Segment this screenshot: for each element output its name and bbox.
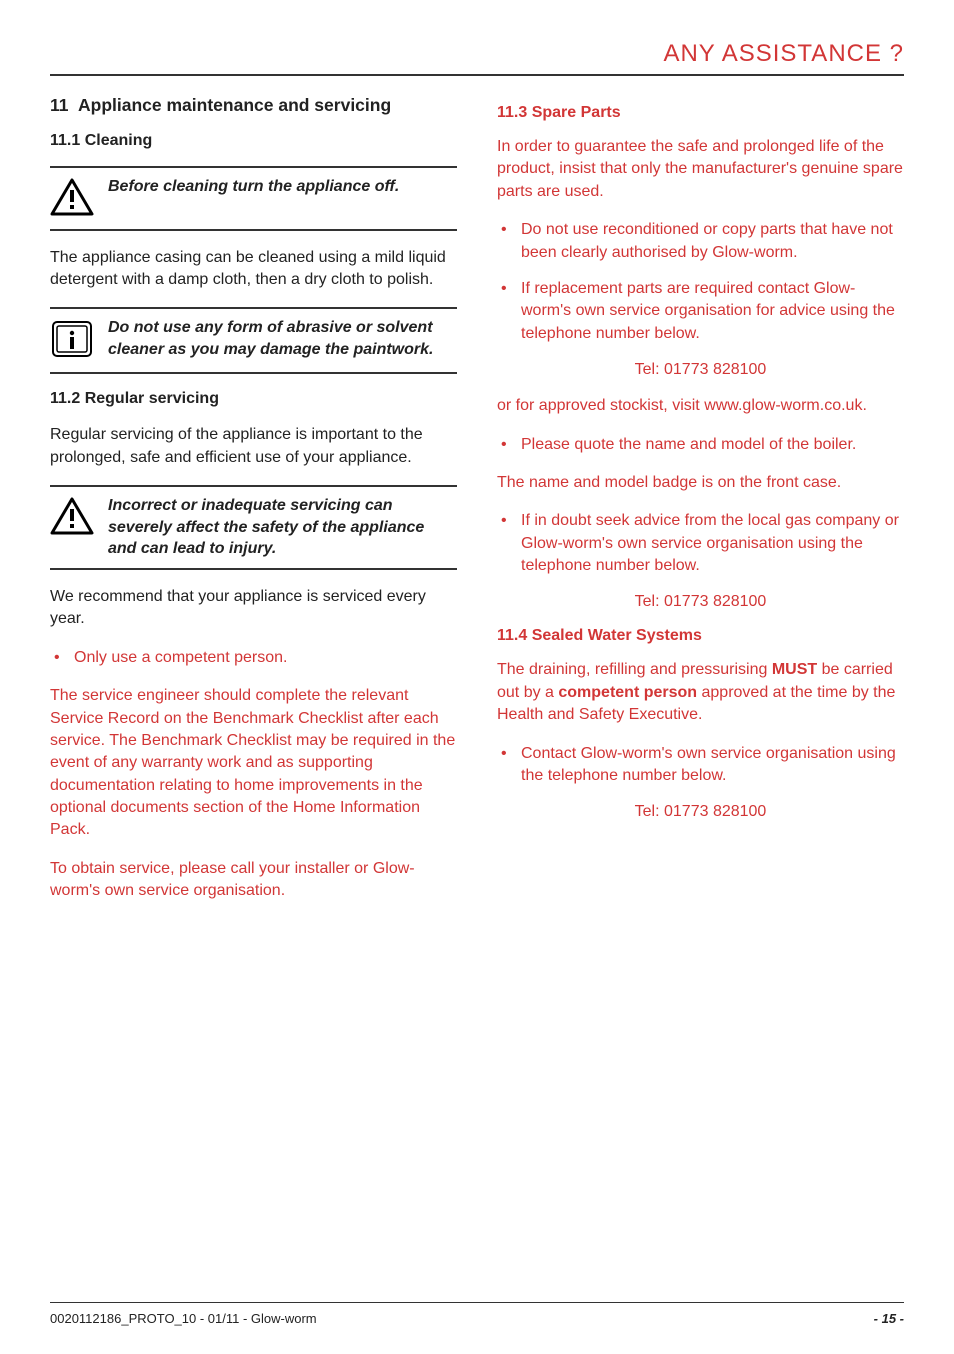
callout-warning-servicing: Incorrect or inadequate servicing can se… xyxy=(50,485,457,570)
bullet-item: If replacement parts are required contac… xyxy=(497,278,904,345)
paragraph-red: To obtain service, please call your inst… xyxy=(50,858,457,903)
paragraph-red: The draining, refilling and pressurising… xyxy=(497,659,904,726)
header-title: ANY ASSISTANCE ? xyxy=(663,40,904,67)
text-bold-competent: competent person xyxy=(558,684,697,701)
paragraph-red: or for approved stockist, visit www.glow… xyxy=(497,395,904,417)
paragraph-red: In order to guarantee the safe and prolo… xyxy=(497,136,904,203)
heading-11-2: 11.2 Regular servicing xyxy=(50,390,457,408)
warning-icon xyxy=(50,176,94,221)
bullet-list: Please quote the name and model of the b… xyxy=(497,434,904,456)
heading-11-1: 11.1 Cleaning xyxy=(50,132,457,150)
page-header: ANY ASSISTANCE ? xyxy=(50,40,904,76)
content-columns: 11 Appliance maintenance and servicing 1… xyxy=(50,94,904,919)
telephone-line: Tel: 01773 828100 xyxy=(497,361,904,379)
paragraph-red: The name and model badge is on the front… xyxy=(497,472,904,494)
paragraph: The appliance casing can be cleaned usin… xyxy=(50,247,457,292)
bullet-item: Do not use reconditioned or copy parts t… xyxy=(497,219,904,264)
bullet-list: Contact Glow-worm's own service organisa… xyxy=(497,743,904,788)
telephone-line: Tel: 01773 828100 xyxy=(497,803,904,821)
paragraph: Regular servicing of the appliance is im… xyxy=(50,424,457,469)
bullet-list: Do not use reconditioned or copy parts t… xyxy=(497,219,904,345)
section-title: Appliance maintenance and servicing xyxy=(78,94,391,118)
section-11-heading: 11 Appliance maintenance and servicing xyxy=(50,94,457,118)
callout-text: Before cleaning turn the appliance off. xyxy=(108,176,399,198)
bullet-item: If in doubt seek advice from the local g… xyxy=(497,510,904,577)
bullet-list: Only use a competent person. xyxy=(50,647,457,669)
callout-text: Incorrect or inadequate servicing can se… xyxy=(108,495,457,560)
heading-11-3: 11.3 Spare Parts xyxy=(497,104,904,122)
bullet-item: Contact Glow-worm's own service organisa… xyxy=(497,743,904,788)
footer-doc-id: 0020112186_PROTO_10 - 01/11 - Glow-worm xyxy=(50,1311,317,1326)
right-column: 11.3 Spare Parts In order to guarantee t… xyxy=(497,94,904,919)
left-column: 11 Appliance maintenance and servicing 1… xyxy=(50,94,457,919)
page-footer: 0020112186_PROTO_10 - 01/11 - Glow-worm … xyxy=(50,1302,904,1326)
bullet-list: If in doubt seek advice from the local g… xyxy=(497,510,904,577)
telephone-line: Tel: 01773 828100 xyxy=(497,593,904,611)
footer-page-number: - 15 - xyxy=(874,1311,904,1326)
paragraph: We recommend that your appliance is serv… xyxy=(50,586,457,631)
text-bold-must: MUST xyxy=(772,661,817,678)
text-run: The draining, refilling and pressurising xyxy=(497,661,772,678)
heading-11-4: 11.4 Sealed Water Systems xyxy=(497,627,904,645)
callout-warning-cleaning: Before cleaning turn the appliance off. xyxy=(50,166,457,231)
paragraph-red: The service engineer should complete the… xyxy=(50,685,457,842)
warning-icon xyxy=(50,495,94,540)
bullet-item: Please quote the name and model of the b… xyxy=(497,434,904,456)
section-number: 11 xyxy=(50,94,78,118)
callout-text: Do not use any form of abrasive or solve… xyxy=(108,317,457,360)
callout-info-abrasive: Do not use any form of abrasive or solve… xyxy=(50,307,457,374)
info-icon xyxy=(50,317,94,364)
bullet-item: Only use a competent person. xyxy=(50,647,457,669)
